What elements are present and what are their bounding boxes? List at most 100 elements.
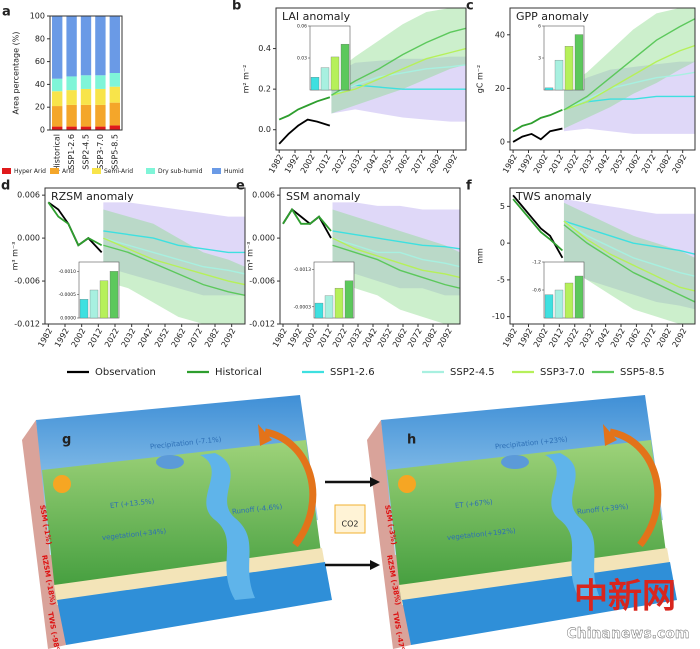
x-tick-label: 2022 bbox=[103, 327, 121, 349]
bar-segment bbox=[80, 75, 92, 89]
x-tick-label: 2072 bbox=[410, 153, 428, 175]
panel-label: h bbox=[407, 433, 416, 448]
inset-tick-label: 0.06 bbox=[297, 24, 307, 30]
uncertainty-band bbox=[331, 8, 466, 114]
plot-frame bbox=[509, 7, 696, 151]
y-tick-label: -0.006 bbox=[14, 277, 40, 286]
inset-bar bbox=[574, 34, 584, 91]
panel: fmm50-5-10198219922002201220222032204220… bbox=[466, 179, 696, 349]
inset-bar bbox=[109, 271, 119, 319]
series-line bbox=[563, 71, 695, 111]
x-tick-label: 1982 bbox=[501, 153, 519, 175]
inset-bar bbox=[544, 294, 554, 319]
y-tick-label: 0.2 bbox=[258, 85, 271, 94]
bar-segment bbox=[52, 126, 63, 130]
legend-label: Semi-Arid bbox=[104, 168, 133, 175]
x-tick-label: 2092 bbox=[671, 327, 689, 349]
bar-segment bbox=[95, 16, 106, 76]
inset-bar bbox=[564, 46, 574, 91]
arrow-head bbox=[370, 477, 380, 487]
x-tick-label: 1992 bbox=[516, 327, 534, 349]
inset-bar bbox=[320, 67, 330, 91]
y-tick-label: 0 bbox=[40, 126, 45, 135]
bar-segment bbox=[80, 104, 92, 127]
plot-area bbox=[47, 201, 245, 324]
x-tick-label: 1982 bbox=[36, 327, 54, 349]
x-tick-label: 2092 bbox=[220, 327, 238, 349]
x-tick-label: 2032 bbox=[578, 153, 596, 175]
x-tick-label: 2002 bbox=[70, 327, 88, 349]
series-line bbox=[103, 237, 245, 275]
sun bbox=[398, 475, 416, 493]
x-tick-label: 1992 bbox=[283, 153, 301, 175]
panel-label: a bbox=[2, 5, 11, 20]
series-line bbox=[103, 230, 245, 254]
plot-area bbox=[282, 202, 460, 324]
y-axis-label: m³ m⁻³ bbox=[246, 242, 255, 271]
beach bbox=[399, 548, 670, 605]
arrow-head bbox=[370, 560, 380, 570]
legend-label: Humid bbox=[224, 168, 244, 175]
x-tick-label: 2092 bbox=[671, 153, 689, 175]
series-line bbox=[512, 127, 563, 143]
series-line bbox=[563, 224, 695, 303]
x-tick-label: 2012 bbox=[547, 153, 565, 175]
y-axis-label: m³ m⁻³ bbox=[11, 242, 20, 271]
inset-tick-label: -0.0013 bbox=[294, 267, 312, 273]
series-line bbox=[331, 47, 466, 96]
legend-swatch bbox=[50, 168, 59, 174]
bar-segment bbox=[52, 91, 63, 107]
legend-label: SSP2-4.5 bbox=[450, 367, 495, 378]
panel-label: b bbox=[232, 0, 241, 14]
legend-label: Observation bbox=[95, 367, 156, 378]
y-tick-label: 100 bbox=[30, 12, 45, 21]
series-line bbox=[512, 194, 564, 259]
chart-title: RZSM anomaly bbox=[51, 190, 134, 203]
legend-label: SSP5-8.5 bbox=[620, 367, 665, 378]
co2-icon bbox=[334, 504, 366, 534]
y-tick-label: -0.012 bbox=[14, 320, 40, 329]
inset-bar bbox=[554, 289, 564, 319]
inset-bar bbox=[334, 287, 344, 319]
x-tick-label: 2002 bbox=[532, 327, 550, 349]
bar-segment bbox=[95, 75, 106, 89]
diagram: h Precipitation (+23%)ET (+67%) Runoff (+3… bbox=[367, 395, 677, 649]
y-tick-label: 5 bbox=[500, 202, 505, 211]
inset-tick-label: -0.0010 bbox=[59, 269, 77, 275]
series-line bbox=[47, 201, 103, 254]
plot-area bbox=[278, 8, 466, 145]
plot-frame bbox=[279, 187, 461, 325]
series-line bbox=[331, 27, 466, 96]
plot-frame bbox=[44, 187, 246, 325]
x-tick-label: SSP5-8.5 bbox=[110, 134, 119, 170]
panel: em³ m⁻³0.0060.000-0.006-0.01219821992200… bbox=[236, 179, 461, 349]
x-tick-label: 2042 bbox=[594, 327, 612, 349]
x-tick-label: 1992 bbox=[516, 153, 534, 175]
panel-label: g bbox=[62, 433, 71, 448]
y-tick-label: 80 bbox=[35, 34, 45, 43]
cycle-arrow bbox=[264, 428, 317, 548]
bar-segment bbox=[109, 86, 120, 103]
sun bbox=[53, 475, 71, 493]
plot-area bbox=[512, 194, 695, 324]
x-tick-label: 2022 bbox=[563, 327, 581, 349]
series-line bbox=[332, 237, 460, 279]
bar-segment bbox=[80, 16, 92, 76]
bar-segment bbox=[109, 125, 120, 130]
side-face bbox=[367, 420, 411, 649]
inset-bar bbox=[344, 280, 354, 319]
cycle-arrow-head bbox=[258, 424, 272, 446]
y-axis-label: gC m⁻² bbox=[476, 65, 485, 93]
x-tick-label: 2042 bbox=[136, 327, 154, 349]
bar-segment bbox=[95, 104, 106, 127]
y-tick-label: -5 bbox=[497, 275, 505, 284]
plot-area bbox=[512, 8, 695, 143]
series-line bbox=[563, 220, 695, 277]
chart-title: TWS anomaly bbox=[515, 190, 592, 203]
x-tick-label: 2062 bbox=[394, 153, 412, 175]
inset-bar bbox=[554, 59, 564, 91]
watermark-cn: 中新网 bbox=[574, 577, 676, 617]
panel: c gC m⁻² 0 20 40 1982199220022012202220322042… bbox=[466, 0, 696, 175]
x-tick-label: 2052 bbox=[609, 327, 627, 349]
